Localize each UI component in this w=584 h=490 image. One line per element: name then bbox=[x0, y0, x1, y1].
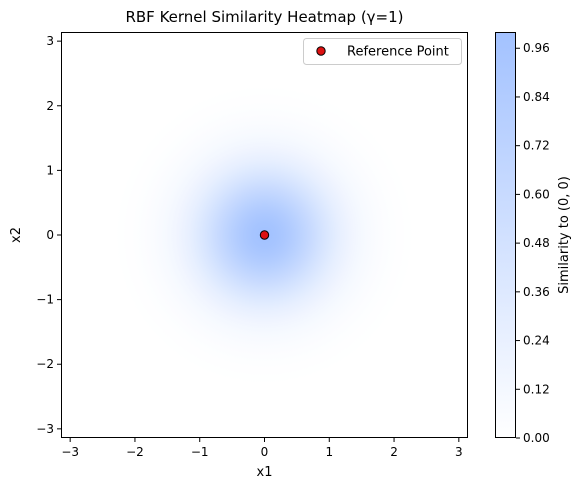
colorbar-tick-label: 0.60 bbox=[523, 187, 550, 201]
reference-point-marker bbox=[259, 230, 270, 240]
colorbar-tick-label: 0.36 bbox=[523, 285, 550, 299]
x-axis-label: x1 bbox=[257, 465, 273, 480]
y-axis: −3 −2 −1 0 1 2 3 bbox=[36, 34, 61, 436]
x-axis: −3 −2 −1 0 1 2 3 bbox=[61, 438, 463, 459]
colorbar-tick-label: 0.12 bbox=[523, 382, 550, 396]
x-tick-label: 0 bbox=[261, 445, 269, 459]
colorbar: 0.00 0.12 0.24 0.36 0.48 0.60 0.72 0.84 0.96 Sim… bbox=[495, 32, 572, 445]
colorbar-tick-label: 0.72 bbox=[523, 139, 550, 153]
legend-marker-icon bbox=[316, 46, 326, 56]
x-tick-label: −2 bbox=[126, 445, 144, 459]
y-tick-label: −3 bbox=[36, 422, 54, 436]
y-tick-label: 0 bbox=[46, 228, 54, 242]
legend: Reference Point bbox=[303, 38, 462, 65]
y-tick-label: 3 bbox=[46, 34, 54, 48]
colorbar-ticks: 0.00 0.12 0.24 0.36 0.48 0.60 0.72 0.84 0.96 bbox=[516, 41, 550, 445]
x-tick-label: 1 bbox=[325, 445, 333, 459]
x-tick-label: 2 bbox=[390, 445, 398, 459]
colorbar-tick-label: 0.96 bbox=[523, 41, 550, 55]
colorbar-tick-label: 0.00 bbox=[523, 431, 550, 445]
y-tick-label: 2 bbox=[46, 99, 54, 113]
colorbar-frame bbox=[495, 32, 516, 438]
y-tick-label: −1 bbox=[36, 293, 54, 307]
x-tick-label: −1 bbox=[191, 445, 209, 459]
colorbar-label: Similarity to (0, 0) bbox=[557, 176, 572, 294]
colorbar-tick-label: 0.48 bbox=[523, 236, 550, 250]
legend-label: Reference Point bbox=[347, 45, 449, 60]
colorbar-tick-label: 0.24 bbox=[523, 334, 550, 348]
x-tick-label: −3 bbox=[61, 445, 79, 459]
colorbar-tick-label: 0.84 bbox=[523, 90, 550, 104]
colorbar-gradient bbox=[495, 32, 516, 438]
chart-title: RBF Kernel Similarity Heatmap (γ=1) bbox=[125, 8, 403, 26]
y-axis-label: x2 bbox=[9, 227, 24, 243]
legend-box bbox=[303, 38, 462, 65]
y-tick-label: −2 bbox=[36, 357, 54, 371]
x-tick-label: 3 bbox=[455, 445, 463, 459]
y-tick-label: 1 bbox=[46, 163, 54, 177]
plot-frame bbox=[61, 32, 468, 438]
